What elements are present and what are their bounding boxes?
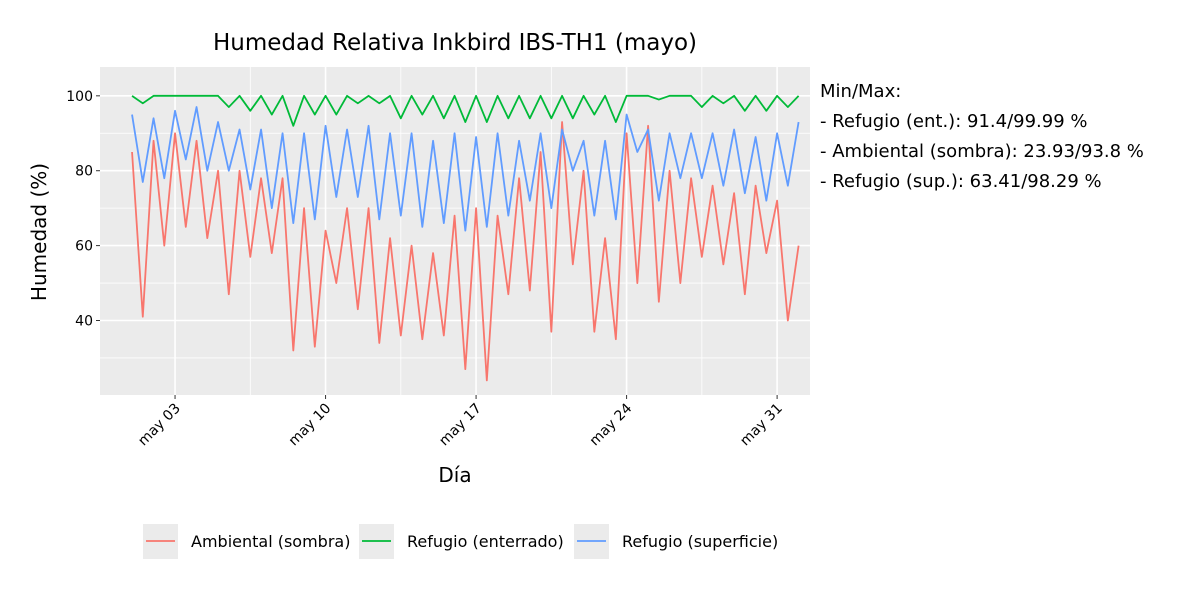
data-line	[131, 94, 800, 127]
annotation: - Ambiental (sombra): 23.93/93.8 %	[820, 141, 1144, 162]
y-tick-label: 60	[75, 239, 93, 255]
y-tick-label: 100	[66, 89, 93, 105]
y-tick-label: 40	[75, 313, 93, 329]
data-line	[131, 121, 800, 382]
y-tick-label: 80	[75, 164, 93, 180]
y-axis-label: Humedad (%)	[27, 163, 51, 301]
annotation: - Refugio (sup.): 63.41/98.29 %	[820, 171, 1102, 192]
legend-label: Ambiental (sombra)	[191, 532, 350, 551]
x-axis-label: Día	[438, 463, 471, 487]
data-line	[131, 106, 800, 232]
legend-label: Refugio (superficie)	[622, 532, 778, 551]
annotation: Min/Max:	[820, 81, 901, 102]
chart-title: Humedad Relativa Inkbird IBS-TH1 (mayo)	[213, 30, 697, 56]
annotation: - Refugio (ent.): 91.4/99.99 %	[820, 111, 1088, 132]
legend-label: Refugio (enterrado)	[407, 532, 564, 551]
